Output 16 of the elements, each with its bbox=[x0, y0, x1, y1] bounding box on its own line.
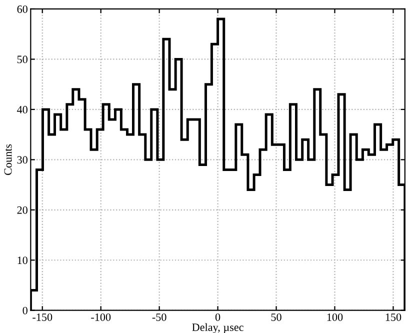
y-tick-label: 20 bbox=[17, 206, 28, 214]
y-tick-label: 50 bbox=[17, 56, 28, 64]
x-tick-label: 150 bbox=[386, 313, 402, 321]
y-tick-label: 40 bbox=[17, 106, 28, 114]
y-tick-label: 0 bbox=[22, 306, 28, 314]
y-tick-label: 10 bbox=[18, 256, 28, 264]
y-axis-title: Counts bbox=[4, 144, 12, 175]
x-tick-label: 0 bbox=[215, 313, 220, 321]
y-tick-label: 30 bbox=[17, 156, 28, 164]
x-tick-label: -150 bbox=[32, 313, 52, 321]
y-tick-label: 60 bbox=[17, 5, 28, 13]
x-tick-label: 100 bbox=[327, 313, 343, 321]
x-tick-label: -50 bbox=[152, 313, 166, 321]
x-tick-label: 50 bbox=[271, 313, 282, 321]
x-axis-title: Delay, µsec bbox=[192, 323, 244, 333]
x-tick-label: -100 bbox=[91, 313, 111, 321]
